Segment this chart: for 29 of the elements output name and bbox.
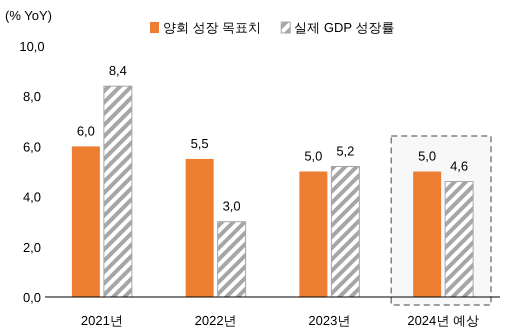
legend-item: 실제 GDP 성장률 [280, 20, 394, 35]
y-tick-label: 8,0 [22, 89, 42, 104]
y-tick-label: 10,0 [19, 39, 45, 54]
bar [72, 146, 100, 297]
bar [103, 86, 132, 298]
bar [299, 172, 328, 297]
bar [217, 221, 246, 298]
data-label: 5,5 [190, 136, 209, 151]
data-label: 6,0 [76, 123, 95, 138]
y-tick-label: 2,0 [22, 240, 42, 255]
data-label: 5,2 [336, 143, 354, 158]
data-label: 8,4 [108, 63, 127, 78]
x-tick-label: 2021년 [80, 313, 123, 328]
x-tick-label: 2023년 [308, 313, 350, 328]
data-label: 5,0 [304, 148, 322, 164]
x-tick-label: 2024년 예상 [407, 313, 479, 328]
data-label: 4,6 [450, 158, 468, 174]
y-tick-label: 6,0 [22, 139, 42, 154]
data-label: 5,0 [418, 148, 436, 164]
x-tick-label: 2022년 [194, 313, 237, 328]
bar [330, 166, 360, 298]
bar [444, 181, 474, 298]
legend-item: 양회 성장 목표치 [150, 20, 262, 35]
y-tick-label: 4,0 [22, 190, 42, 205]
y-axis-title: (% YoY) [5, 8, 52, 23]
y-tick-label: 0,0 [22, 290, 42, 305]
data-label: 3,0 [222, 198, 241, 214]
bar [186, 158, 214, 297]
bar [413, 172, 442, 297]
